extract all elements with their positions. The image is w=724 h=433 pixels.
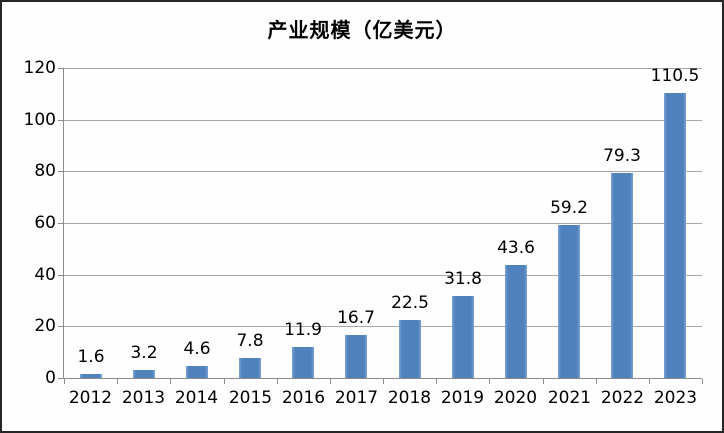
x-tick-label: 2019 bbox=[440, 388, 485, 408]
bar bbox=[239, 358, 261, 378]
x-tick-mark bbox=[277, 379, 278, 384]
x-tick-label: 2013 bbox=[121, 388, 166, 408]
bar bbox=[292, 347, 314, 378]
x-tick-label: 2015 bbox=[228, 388, 273, 408]
bar bbox=[345, 335, 367, 378]
y-tick-mark bbox=[58, 120, 63, 121]
bar bbox=[452, 296, 474, 378]
y-tick-label: 60 bbox=[34, 213, 56, 233]
x-axis-line bbox=[63, 378, 702, 379]
bar bbox=[611, 173, 633, 378]
x-tick-mark bbox=[489, 379, 490, 384]
bar-value-label: 1.6 bbox=[77, 347, 105, 367]
gridline bbox=[64, 68, 702, 69]
x-tick-mark bbox=[117, 379, 118, 384]
gridline bbox=[64, 171, 702, 172]
bar-value-label: 16.7 bbox=[337, 308, 375, 328]
x-tick-label: 2014 bbox=[174, 388, 219, 408]
y-tick-mark bbox=[58, 378, 63, 379]
bar-value-label: 4.6 bbox=[183, 339, 211, 359]
x-tick-label: 2021 bbox=[547, 388, 592, 408]
bar-value-label: 11.9 bbox=[284, 320, 322, 340]
x-tick-label: 2017 bbox=[334, 388, 379, 408]
bar bbox=[399, 320, 421, 378]
x-tick-mark bbox=[596, 379, 597, 384]
y-tick-mark bbox=[58, 326, 63, 327]
x-tick-mark bbox=[170, 379, 171, 384]
bar bbox=[505, 265, 527, 378]
x-tick-label: 2023 bbox=[653, 388, 698, 408]
y-tick-mark bbox=[58, 275, 63, 276]
y-tick-label: 100 bbox=[23, 110, 56, 130]
x-tick-mark bbox=[649, 379, 650, 384]
x-tick-label: 2022 bbox=[600, 388, 645, 408]
y-tick-label: 20 bbox=[34, 316, 56, 336]
y-tick-label: 40 bbox=[34, 265, 56, 285]
x-tick-label: 2018 bbox=[387, 388, 432, 408]
x-tick-label: 2016 bbox=[281, 388, 326, 408]
bar-value-label: 79.3 bbox=[603, 146, 641, 166]
x-tick-mark bbox=[436, 379, 437, 384]
bar-value-label: 22.5 bbox=[391, 293, 429, 313]
x-tick-mark bbox=[64, 379, 65, 384]
y-tick-mark bbox=[58, 171, 63, 172]
gridline bbox=[64, 120, 702, 121]
gridline bbox=[64, 275, 702, 276]
bar bbox=[664, 93, 686, 378]
x-tick-label: 2012 bbox=[68, 388, 113, 408]
chart-title: 产业规模（亿美元） bbox=[267, 18, 457, 42]
bar-value-label: 31.8 bbox=[444, 269, 482, 289]
y-tick-mark bbox=[58, 68, 63, 69]
y-tick-label: 0 bbox=[45, 368, 56, 388]
bar bbox=[133, 370, 155, 378]
x-tick-mark bbox=[543, 379, 544, 384]
gridline bbox=[64, 326, 702, 327]
bar bbox=[186, 366, 208, 378]
x-tick-mark bbox=[383, 379, 384, 384]
x-tick-mark bbox=[224, 379, 225, 384]
bar-value-label: 7.8 bbox=[236, 331, 264, 351]
bar-value-label: 110.5 bbox=[650, 66, 700, 86]
y-tick-mark bbox=[58, 223, 63, 224]
plot-area: 0 20 40 60 80 100 120 1.6 2012 3.2 2013 4.6 2014 7.8 2… bbox=[24, 58, 703, 408]
bar-value-label: 43.6 bbox=[497, 238, 535, 258]
x-tick-mark bbox=[702, 379, 703, 384]
gridline bbox=[64, 223, 702, 224]
bar bbox=[80, 374, 102, 378]
y-tick-label: 80 bbox=[34, 161, 56, 181]
x-tick-mark bbox=[330, 379, 331, 384]
y-axis-line bbox=[63, 68, 64, 378]
bar-value-label: 3.2 bbox=[130, 343, 158, 363]
bar-value-label: 59.2 bbox=[550, 198, 588, 218]
x-tick-label: 2020 bbox=[493, 388, 538, 408]
y-tick-label: 120 bbox=[23, 58, 56, 78]
bar bbox=[558, 225, 580, 378]
